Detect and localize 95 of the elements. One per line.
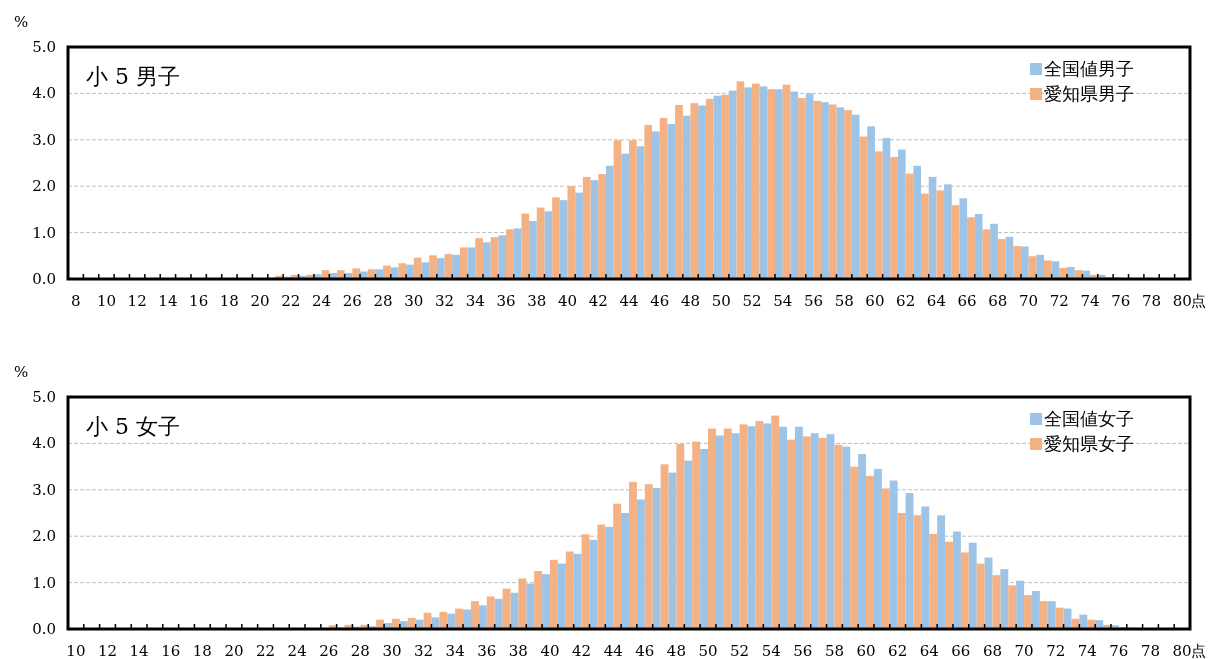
- y-tick-label: 5.0: [32, 388, 56, 406]
- y-tick-label: 0.0: [32, 270, 56, 288]
- x-tick-label: 16: [161, 642, 181, 659]
- y-tick-label: 3.0: [32, 130, 56, 149]
- x-tick-label: 46: [650, 292, 670, 310]
- x-tick-label: 30: [382, 642, 402, 659]
- x-tick-label: 54: [761, 642, 781, 659]
- x-tick-label: 74: [1077, 642, 1097, 659]
- text: 小 5 女子: [86, 414, 180, 439]
- x-tick-label: 18: [219, 292, 239, 310]
- x-tick-label: 18: [192, 642, 212, 659]
- x-tick-label: 10: [66, 642, 86, 659]
- x-tick-label: 32: [435, 292, 455, 310]
- legend-label: 全国値男子: [1044, 58, 1134, 79]
- x-tick-label: 80: [1172, 642, 1192, 659]
- x-tick-label: 80: [1172, 292, 1192, 310]
- x-tick-label: 50: [711, 292, 731, 310]
- x-tick-label: 54: [773, 292, 793, 310]
- x-tick-label: 78: [1142, 292, 1162, 310]
- x-tick-label: 8: [70, 292, 81, 310]
- x-tick-label: 36: [496, 292, 516, 310]
- x-tick-label: 62: [888, 642, 908, 659]
- y-tick-label: 3.0: [32, 480, 56, 499]
- x-tick-label: 78: [1140, 642, 1161, 659]
- x-tick-label: 40: [540, 642, 560, 659]
- x-tick-label: 28: [373, 292, 393, 310]
- y-tick-label: 1.0: [32, 223, 56, 242]
- x-tick-label: 46: [635, 642, 655, 659]
- x-tick-label: 14: [129, 642, 149, 659]
- x-tick-label: 20: [224, 642, 244, 659]
- y-tick-label: 2.0: [32, 177, 56, 196]
- x-tick-label: 34: [465, 292, 485, 310]
- text: 小 5 男子: [86, 64, 180, 89]
- x-tick-label: 52: [742, 292, 762, 310]
- x-tick-label: 76: [1109, 642, 1129, 659]
- x-tick-label: 56: [793, 642, 813, 659]
- x-tick-label: 44: [603, 642, 623, 659]
- x-tick-label: 10: [96, 292, 116, 310]
- x-tick-label: 22: [281, 292, 301, 310]
- x-tick-label: 70: [1014, 642, 1034, 659]
- x-tick-label: 40: [557, 292, 578, 310]
- x-tick-label: 58: [824, 642, 844, 659]
- x-tick-label: 60: [865, 292, 885, 310]
- x-tick-label: 36: [477, 642, 497, 659]
- x-tick-label: 12: [97, 642, 118, 659]
- legend-label: 愛知県男子: [1044, 83, 1134, 104]
- y-tick-label: 1.0: [32, 573, 56, 592]
- x-tick-label: 24: [287, 642, 307, 659]
- x-tick-label: 38: [527, 292, 547, 310]
- x-tick-label: 26: [342, 292, 362, 310]
- x-tick-label: 14: [158, 292, 178, 310]
- x-tick-label: 50: [698, 642, 718, 659]
- legend-label: 全国値女子: [1044, 408, 1134, 429]
- x-tick-label: 48: [666, 642, 686, 659]
- x-tick-label: 60: [856, 642, 876, 659]
- x-tick-label: 48: [680, 292, 701, 310]
- x-tick-label: 24: [312, 292, 332, 310]
- y-axis-title: %: [14, 363, 29, 381]
- x-tick-label: 26: [319, 642, 339, 659]
- x-tick-label: 42: [572, 642, 592, 659]
- x-tick-label: 64: [926, 292, 946, 310]
- x-axis-title: 点: [1191, 642, 1207, 659]
- y-tick-label: 0.0: [32, 620, 56, 638]
- legend-label: 愛知県女子: [1044, 433, 1134, 454]
- x-tick-label: 42: [588, 292, 608, 310]
- x-tick-label: 64: [919, 642, 939, 659]
- x-tick-label: 70: [1019, 292, 1039, 310]
- y-axis-title: %: [14, 13, 29, 31]
- x-tick-label: 68: [988, 292, 1008, 310]
- x-tick-label: 72: [1049, 292, 1069, 310]
- y-tick-label: 2.0: [32, 527, 56, 546]
- x-tick-label: 32: [414, 642, 434, 659]
- x-tick-label: 58: [834, 292, 854, 310]
- x-tick-label: 44: [619, 292, 639, 310]
- x-tick-label: 62: [896, 292, 916, 310]
- x-tick-label: 68: [982, 642, 1003, 659]
- x-tick-label: 22: [255, 642, 276, 659]
- x-tick-label: 12: [127, 292, 147, 310]
- x-tick-label: 76: [1111, 292, 1131, 310]
- x-tick-label: 16: [189, 292, 209, 310]
- x-tick-label: 66: [951, 642, 971, 659]
- x-tick-label: 56: [803, 292, 823, 310]
- y-tick-label: 4.0: [32, 84, 56, 103]
- x-tick-label: 38: [508, 642, 528, 659]
- x-tick-label: 52: [730, 642, 750, 659]
- x-tick-label: 20: [250, 292, 270, 310]
- x-tick-label: 28: [350, 642, 370, 659]
- y-tick-label: 4.0: [32, 434, 56, 453]
- y-tick-label: 5.0: [32, 38, 56, 56]
- x-tick-label: 66: [957, 292, 977, 310]
- x-tick-label: 30: [404, 292, 424, 310]
- x-tick-label: 74: [1080, 292, 1100, 310]
- x-axis-title: 点: [1191, 292, 1207, 310]
- x-tick-label: 72: [1046, 642, 1066, 659]
- x-tick-label: 34: [445, 642, 465, 659]
